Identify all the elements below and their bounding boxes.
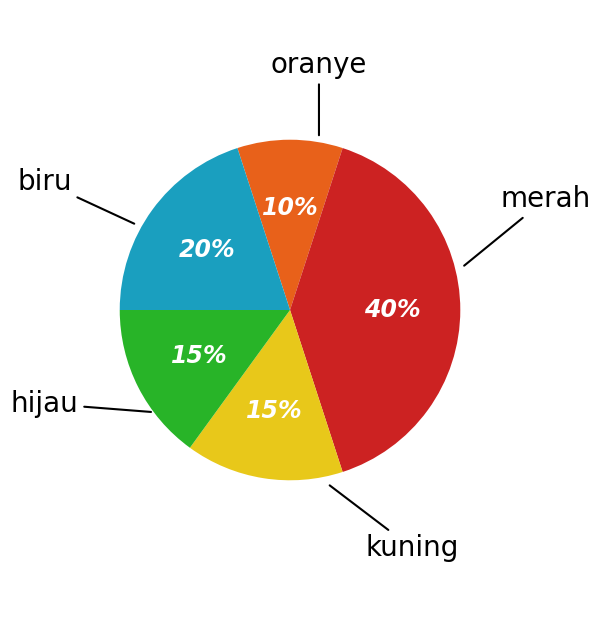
Text: 15%: 15% (246, 399, 302, 423)
Wedge shape (190, 310, 343, 480)
Text: 40%: 40% (364, 298, 421, 322)
Wedge shape (120, 148, 290, 310)
Text: merah: merah (464, 185, 590, 266)
Text: 20%: 20% (179, 238, 236, 262)
Wedge shape (290, 148, 460, 472)
Text: 10%: 10% (262, 196, 319, 220)
Wedge shape (238, 140, 343, 310)
Text: 15%: 15% (170, 344, 227, 368)
Text: oranye: oranye (271, 51, 367, 135)
Text: hijau: hijau (11, 389, 151, 418)
Text: biru: biru (17, 168, 134, 224)
Text: kuning: kuning (329, 485, 460, 562)
Wedge shape (120, 310, 290, 448)
